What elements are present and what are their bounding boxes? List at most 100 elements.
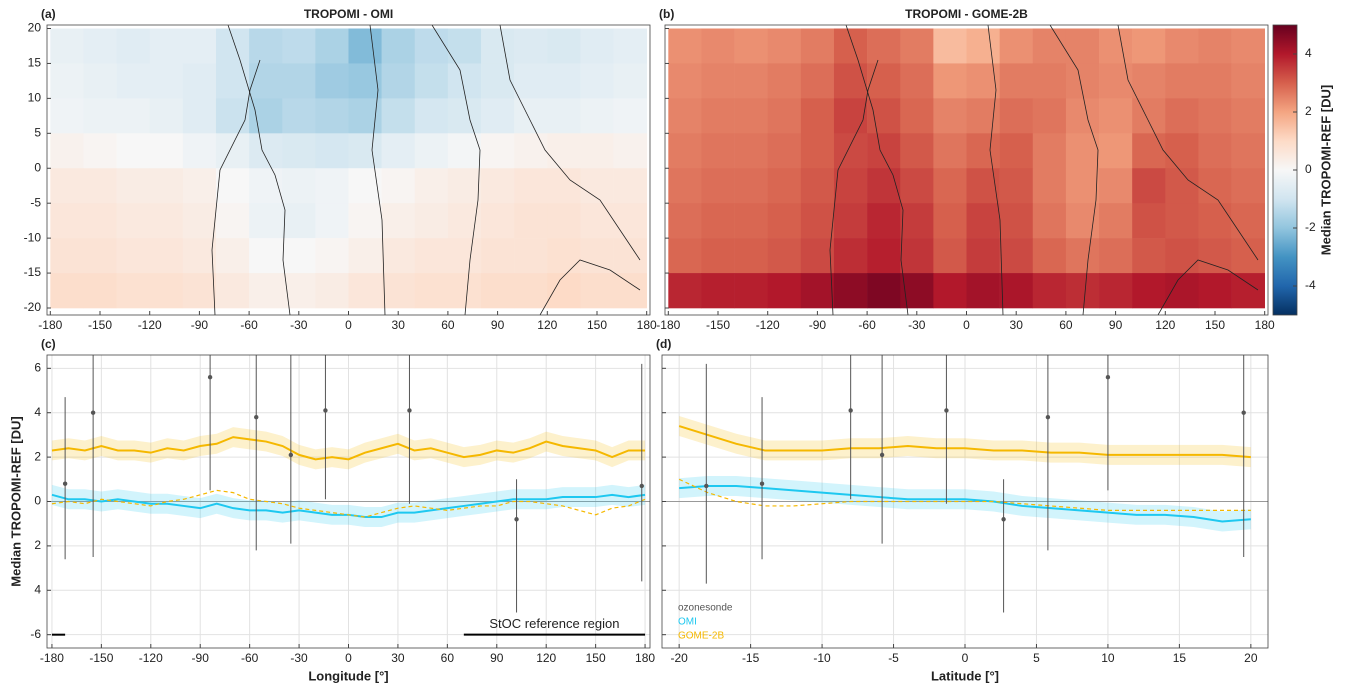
heatmap-cell bbox=[514, 133, 548, 169]
heatmap-cell bbox=[613, 168, 647, 204]
heatmap-cell bbox=[249, 133, 283, 169]
heatmap-cell bbox=[182, 203, 217, 239]
heatmap-cell bbox=[447, 133, 482, 169]
x-tick-label: -30 bbox=[908, 318, 926, 332]
x-tick-label: 60 bbox=[1059, 318, 1073, 332]
x-tick-label: -90 bbox=[809, 318, 827, 332]
heatmap-cell bbox=[116, 203, 151, 239]
heatmap-cell bbox=[1032, 273, 1067, 309]
coastline bbox=[499, 25, 641, 261]
uncertainty-band bbox=[51, 484, 646, 528]
heatmap-cell bbox=[1132, 168, 1166, 204]
heatmap-cell bbox=[734, 203, 769, 239]
x-tick-label: 90 bbox=[490, 651, 504, 665]
coastline bbox=[539, 259, 641, 315]
heatmap-cell bbox=[966, 273, 1000, 309]
heatmap-cell bbox=[668, 168, 702, 204]
heatmap-cell bbox=[800, 273, 835, 309]
series-line bbox=[679, 484, 1251, 523]
heatmap-cell bbox=[381, 28, 416, 64]
heatmap-cell bbox=[800, 63, 835, 99]
heatmap-cell bbox=[50, 238, 84, 274]
coastline bbox=[211, 59, 261, 315]
heatmap-cell bbox=[966, 133, 1000, 169]
sonde-point bbox=[1045, 414, 1051, 420]
x-tick-label: 0 bbox=[345, 318, 352, 332]
heatmap-cell bbox=[414, 273, 449, 309]
heatmap-cell bbox=[999, 98, 1034, 134]
heatmap-cell bbox=[547, 273, 581, 309]
heatmap-cell bbox=[701, 98, 735, 134]
heatmap-cell bbox=[547, 238, 581, 274]
heatmap-cell bbox=[83, 133, 117, 169]
heatmap-cell bbox=[1099, 203, 1133, 239]
heatmap-cell bbox=[83, 203, 117, 239]
heatmap-cell bbox=[833, 98, 868, 134]
sonde-point bbox=[639, 483, 644, 489]
heatmap-cell bbox=[1198, 98, 1232, 134]
heatmap-cell bbox=[900, 238, 934, 274]
x-tick-label: 180 bbox=[1255, 318, 1275, 332]
heatmap-cell bbox=[315, 98, 349, 134]
heatmap-cell bbox=[1165, 168, 1199, 204]
heatmap-cell bbox=[1231, 238, 1265, 274]
heatmap-cell bbox=[447, 273, 482, 309]
heatmap-cell bbox=[1165, 28, 1199, 64]
heatmap-cell bbox=[668, 133, 702, 169]
heatmap-cell bbox=[547, 168, 581, 204]
heatmap-cell bbox=[833, 63, 868, 99]
heatmap-cell bbox=[1099, 63, 1133, 99]
uncertainty-band bbox=[679, 475, 1251, 532]
heatmap-cell bbox=[116, 273, 151, 309]
y-tick-label: 0 bbox=[34, 160, 41, 174]
heatmap-cell bbox=[249, 98, 283, 134]
heatmap-cell bbox=[613, 273, 647, 309]
x-tick-label: 120 bbox=[537, 318, 557, 332]
heatmap-cell bbox=[182, 98, 217, 134]
heatmap-cell bbox=[514, 238, 548, 274]
heatmap-cell bbox=[182, 238, 217, 274]
x-tick-label: -10 bbox=[813, 651, 831, 665]
heatmap-cell bbox=[249, 238, 283, 274]
x-tick-label: -90 bbox=[191, 318, 209, 332]
heatmap-cell bbox=[149, 133, 184, 169]
y-tick-label: 2 bbox=[34, 538, 41, 552]
heatmap-cell bbox=[116, 133, 151, 169]
heatmap-cell bbox=[867, 203, 901, 239]
heatmap-cell bbox=[1065, 98, 1100, 134]
x-tick-label: 5 bbox=[1033, 651, 1040, 665]
heatmap-cell bbox=[182, 28, 217, 64]
heatmap-cell bbox=[83, 28, 117, 64]
x-tick-label: 30 bbox=[392, 318, 406, 332]
heatmap-cell bbox=[447, 98, 482, 134]
x-tick-label: 120 bbox=[536, 651, 556, 665]
heatmap-cell bbox=[315, 203, 349, 239]
heatmap-cell bbox=[833, 168, 868, 204]
heatmap-cell bbox=[1032, 238, 1067, 274]
heatmap-cell bbox=[315, 238, 349, 274]
heatmap-cell bbox=[1198, 133, 1232, 169]
coastline bbox=[1117, 25, 1259, 261]
x-tick-label: -15 bbox=[742, 651, 760, 665]
heatmap-cell bbox=[701, 28, 735, 64]
coastline bbox=[1049, 25, 1099, 315]
panel-label: (b) bbox=[659, 7, 674, 21]
heatmap-cell bbox=[734, 133, 769, 169]
plot-area bbox=[662, 355, 1268, 648]
heatmap-cell bbox=[182, 168, 217, 204]
heatmap-cell bbox=[50, 273, 84, 309]
heatmap-cell bbox=[580, 98, 614, 134]
heatmap-cell bbox=[900, 28, 934, 64]
coastline bbox=[227, 25, 291, 315]
heatmap-cell bbox=[1231, 203, 1265, 239]
heatmap-cell bbox=[800, 98, 835, 134]
heatmap-cell bbox=[668, 273, 702, 309]
colorbar-tick-label: -2 bbox=[1305, 220, 1316, 234]
heatmap-cell bbox=[348, 238, 382, 274]
x-tick-label: 120 bbox=[1155, 318, 1175, 332]
heatmap-cell bbox=[933, 28, 967, 64]
sonde-point bbox=[1241, 410, 1246, 415]
panel-label: (d) bbox=[656, 337, 671, 351]
